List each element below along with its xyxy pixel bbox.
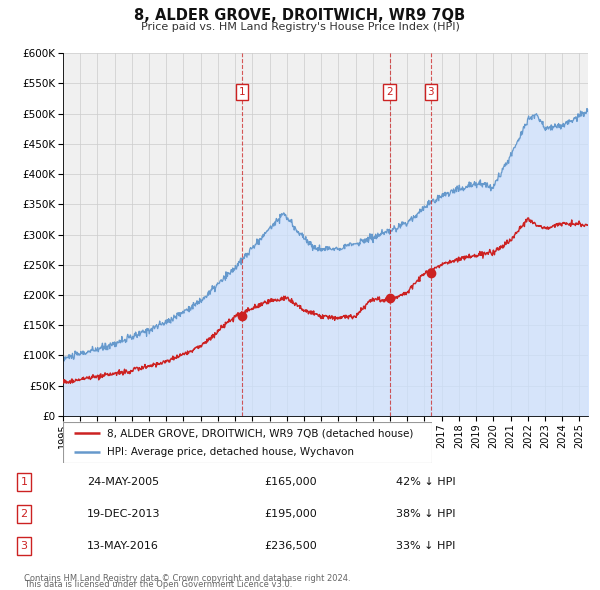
- Text: £165,000: £165,000: [264, 477, 317, 487]
- Text: 3: 3: [20, 541, 28, 550]
- Text: 13-MAY-2016: 13-MAY-2016: [87, 541, 159, 550]
- Text: 2: 2: [386, 87, 393, 97]
- Text: 38% ↓ HPI: 38% ↓ HPI: [396, 509, 455, 519]
- Text: 1: 1: [239, 87, 245, 97]
- Text: 19-DEC-2013: 19-DEC-2013: [87, 509, 161, 519]
- Text: This data is licensed under the Open Government Licence v3.0.: This data is licensed under the Open Gov…: [24, 581, 292, 589]
- Text: 33% ↓ HPI: 33% ↓ HPI: [396, 541, 455, 550]
- Text: Contains HM Land Registry data © Crown copyright and database right 2024.: Contains HM Land Registry data © Crown c…: [24, 574, 350, 583]
- Text: £195,000: £195,000: [264, 509, 317, 519]
- Text: £236,500: £236,500: [264, 541, 317, 550]
- Text: 24-MAY-2005: 24-MAY-2005: [87, 477, 159, 487]
- Text: 3: 3: [428, 87, 434, 97]
- Text: 42% ↓ HPI: 42% ↓ HPI: [396, 477, 455, 487]
- Text: HPI: Average price, detached house, Wychavon: HPI: Average price, detached house, Wych…: [107, 447, 354, 457]
- Text: 8, ALDER GROVE, DROITWICH, WR9 7QB: 8, ALDER GROVE, DROITWICH, WR9 7QB: [134, 8, 466, 22]
- Text: Price paid vs. HM Land Registry's House Price Index (HPI): Price paid vs. HM Land Registry's House …: [140, 22, 460, 32]
- Text: 1: 1: [20, 477, 28, 487]
- Text: 8, ALDER GROVE, DROITWICH, WR9 7QB (detached house): 8, ALDER GROVE, DROITWICH, WR9 7QB (deta…: [107, 428, 413, 438]
- Text: 2: 2: [20, 509, 28, 519]
